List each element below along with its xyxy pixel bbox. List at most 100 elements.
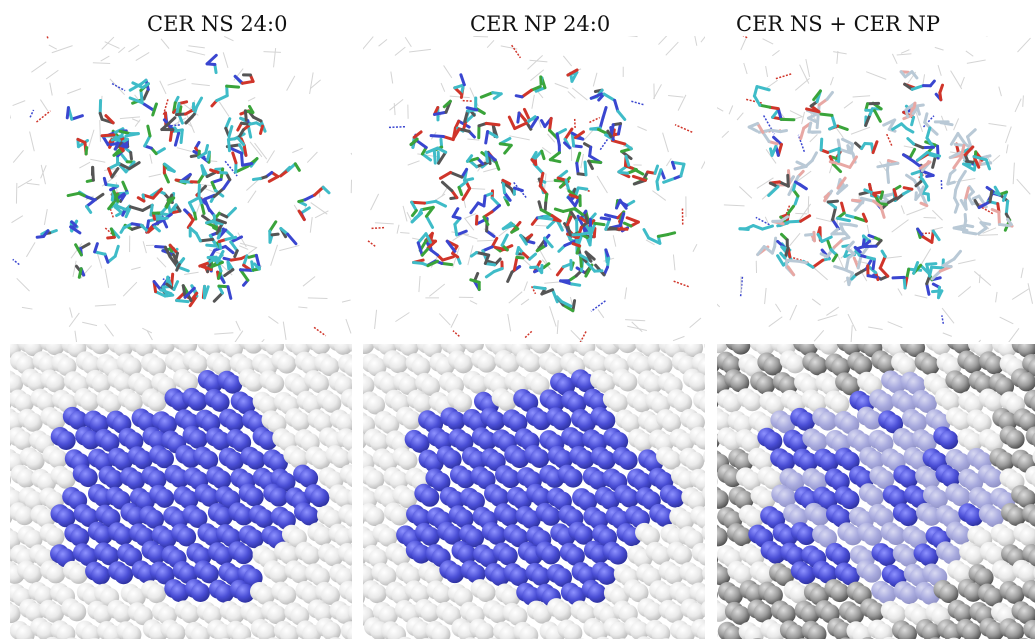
headgroup-bond	[65, 106, 70, 120]
background-bond	[486, 39, 495, 49]
headgroup-bond	[542, 262, 551, 269]
headgroup-bond	[239, 151, 244, 167]
background-bond	[801, 111, 805, 125]
background-bond	[461, 99, 472, 102]
background-bond	[1008, 328, 1020, 342]
sphere-pair	[383, 466, 409, 490]
background-bond	[612, 235, 617, 247]
sphere-pair	[75, 351, 101, 375]
sphere-pair	[945, 407, 971, 431]
headgroup-bond	[212, 291, 224, 303]
headgroup-bond	[424, 214, 435, 229]
sphere-pair	[535, 541, 561, 565]
sphere-pair	[812, 560, 838, 584]
background-bond	[407, 160, 420, 166]
background-bond	[310, 79, 321, 89]
headgroup-bond	[805, 109, 819, 116]
headgroup-bond	[977, 200, 992, 210]
sphere-pair	[856, 559, 882, 583]
background-bond	[934, 46, 944, 51]
sphere-pair	[405, 353, 431, 377]
sphere-pair	[602, 541, 628, 565]
background-bond	[371, 226, 385, 230]
background-bond	[104, 323, 114, 337]
sphere-pair	[945, 370, 971, 394]
sphere-pair	[859, 446, 885, 470]
background-bond	[799, 64, 810, 84]
headgroup-bond	[880, 249, 887, 259]
headgroup-bond	[761, 130, 771, 144]
background-bond	[35, 110, 51, 123]
sphere-pair	[750, 371, 776, 395]
headgroup-bond	[242, 254, 249, 267]
sphere-pair	[978, 464, 1004, 488]
background-bond	[590, 300, 606, 312]
sphere-pair	[891, 620, 917, 639]
background-bond	[866, 71, 887, 80]
headgroup-bond	[879, 190, 885, 200]
sphere-pair	[405, 540, 431, 564]
sphere-pair	[935, 464, 961, 488]
headgroup-bond	[152, 280, 163, 292]
background-bond	[1017, 37, 1031, 53]
sphere-pair	[98, 465, 124, 489]
background-bond	[833, 51, 847, 55]
sphere-pair	[947, 560, 973, 584]
background-bond	[973, 270, 992, 286]
sphere-pair	[547, 563, 573, 587]
headgroup-bond	[516, 111, 521, 124]
sphere-pair	[892, 427, 918, 451]
background-bond	[409, 48, 431, 53]
sphere-pair	[759, 391, 785, 415]
headgroup-bond	[948, 151, 961, 160]
headgroup-bond	[606, 256, 611, 269]
sphere-pair	[381, 621, 407, 639]
background-bond	[597, 309, 605, 319]
headgroup-bond	[876, 163, 888, 169]
headgroup-bond	[229, 257, 243, 262]
headgroup-bond	[128, 96, 144, 105]
headgroup-bond	[432, 148, 437, 165]
headgroup-bond	[85, 204, 93, 214]
sphere-pair	[141, 540, 167, 564]
headgroup-bond	[561, 303, 575, 313]
headgroup-bond	[925, 136, 936, 149]
background-bond	[171, 117, 187, 127]
background-bond	[549, 306, 557, 327]
sphere-pair	[39, 523, 65, 547]
sphere-pair	[547, 445, 573, 469]
headgroup-bond	[565, 215, 573, 227]
headgroup-bond	[240, 162, 254, 167]
sphere-pair	[590, 369, 616, 393]
sphere-pair	[363, 372, 375, 395]
headgroup-bond	[559, 279, 574, 286]
headgroup-bond	[787, 185, 794, 197]
background-bond	[978, 339, 982, 342]
headgroup-bond	[186, 218, 195, 229]
background-bond	[471, 188, 486, 190]
sphere-pair	[871, 543, 897, 567]
sphere-render-cer-ns	[10, 344, 352, 639]
headgroup-bond	[436, 146, 448, 154]
headgroup-bond	[568, 193, 579, 199]
headgroup-bond	[453, 83, 466, 90]
headgroup-bond	[457, 180, 468, 189]
background-bond	[186, 49, 206, 56]
headgroup-bond	[820, 235, 833, 244]
background-bond	[596, 175, 608, 194]
sphere-pair	[801, 620, 827, 639]
headgroup-bond	[490, 196, 501, 207]
headgroup-bond	[925, 282, 931, 296]
background-bond	[1005, 144, 1009, 154]
headgroup-bond	[530, 116, 540, 129]
background-bond	[464, 217, 475, 231]
background-bond	[363, 36, 374, 50]
headgroup-bond	[416, 241, 424, 257]
headgroup-bond	[492, 92, 503, 101]
background-bond	[146, 330, 153, 341]
sphere-pair	[681, 487, 705, 511]
background-bond	[119, 116, 141, 120]
headgroup-bond	[445, 239, 457, 253]
headgroup-bond	[914, 191, 918, 201]
background-bond	[721, 130, 730, 138]
